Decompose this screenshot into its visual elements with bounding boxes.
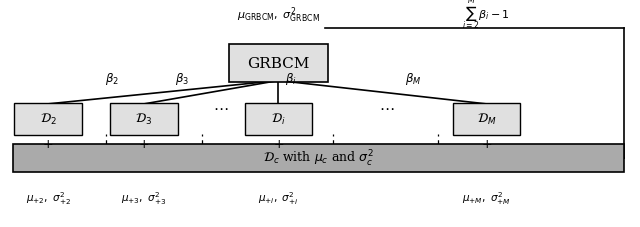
Text: $\sum_{i=2}^{M}\beta_i - 1$: $\sum_{i=2}^{M}\beta_i - 1$ <box>463 0 510 33</box>
FancyBboxPatch shape <box>110 103 177 135</box>
Text: $\beta_2$: $\beta_2$ <box>105 70 119 86</box>
Text: $\beta_3$: $\beta_3$ <box>175 70 189 86</box>
FancyBboxPatch shape <box>14 103 82 135</box>
FancyBboxPatch shape <box>13 144 624 173</box>
FancyBboxPatch shape <box>453 103 520 135</box>
Text: $\mu_{+2},\ \sigma^2_{+2}$: $\mu_{+2},\ \sigma^2_{+2}$ <box>26 189 70 206</box>
Text: $+$: $+$ <box>138 138 150 151</box>
Text: $\beta_M$: $\beta_M$ <box>404 70 421 86</box>
Text: $+$: $+$ <box>481 138 492 151</box>
FancyBboxPatch shape <box>245 103 312 135</box>
Text: GRBCM: GRBCM <box>247 57 310 71</box>
Text: $+$: $+$ <box>273 138 284 151</box>
Text: $\mathcal{D}_i$: $\mathcal{D}_i$ <box>271 112 285 127</box>
Text: $\cdots$: $\cdots$ <box>213 101 228 115</box>
Text: $\mu_\mathrm{GRBCM},\ \sigma^2_\mathrm{GRBCM}$: $\mu_\mathrm{GRBCM},\ \sigma^2_\mathrm{G… <box>237 5 320 25</box>
Text: $\beta_i$: $\beta_i$ <box>285 70 297 86</box>
Text: $\mu_{+i},\ \sigma^2_{+i}$: $\mu_{+i},\ \sigma^2_{+i}$ <box>258 189 299 206</box>
Text: $\mathcal{D}_M$: $\mathcal{D}_M$ <box>477 112 496 127</box>
Text: $\mathcal{D}_3$: $\mathcal{D}_3$ <box>136 112 152 127</box>
Text: $\cdots$: $\cdots$ <box>380 101 395 115</box>
FancyBboxPatch shape <box>229 45 328 82</box>
Text: $\mu_{+M},\ \sigma^2_{+M}$: $\mu_{+M},\ \sigma^2_{+M}$ <box>462 189 511 206</box>
Text: $+$: $+$ <box>42 138 54 151</box>
Text: $\mu_{+3},\ \sigma^2_{+3}$: $\mu_{+3},\ \sigma^2_{+3}$ <box>122 189 166 206</box>
Text: $\mathcal{D}_2$: $\mathcal{D}_2$ <box>40 112 56 127</box>
Text: $\mathcal{D}_c$ with $\mu_c$ and $\sigma_c^2$: $\mathcal{D}_c$ with $\mu_c$ and $\sigma… <box>263 148 374 168</box>
